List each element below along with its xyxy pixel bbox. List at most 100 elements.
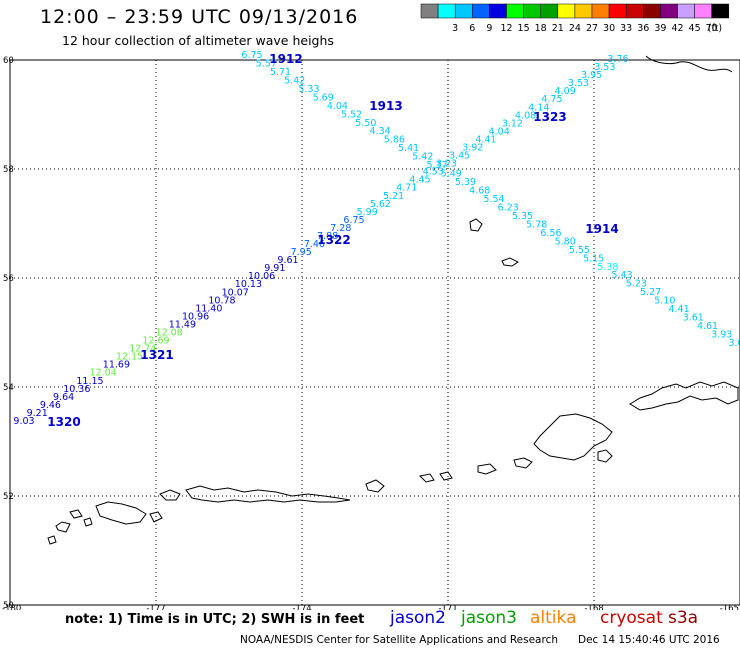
scale-tick-label: 12 [500,23,512,34]
swh-value-label: 3.61 [683,313,704,324]
swh-value-label: 4.14 [528,102,549,113]
swh-value-label: 4.71 [396,183,417,194]
land-outline [477,463,497,475]
scale-tick-label: 15 [518,23,530,34]
swh-value-label: 3.93 [711,330,732,341]
swh-value-label: 6.75 [241,50,262,61]
scale-tick-label: 70 [706,23,718,34]
swh-value-label: 5.15 [583,253,604,264]
swh-value-label: 5.69 [313,92,334,103]
swh-value-label: 5.37 [426,160,447,171]
swh-value-label: 4.04 [327,101,348,112]
swh-value-label: 4.04 [489,126,510,137]
satellite-tracks: 6.755.575.715.425.335.694.045.525.504.34… [13,50,740,429]
swh-value-label: 7.28 [330,223,351,234]
land-outline [95,501,147,525]
scale-tick-label: 33 [620,23,632,34]
swh-value-label: 3.53 [594,62,615,73]
swh-value-label: 12.15 [116,352,143,363]
scale-tick-label: 30 [603,23,615,34]
legend-note: note: 1) Time is in UTC; 2) SWH is in fe… [65,612,365,627]
pass-time-label: 1913 [369,99,402,113]
swh-value-label: 5.27 [640,287,661,298]
scale-tick-label: 39 [654,23,666,34]
swh-value-label: 6.23 [498,202,519,213]
swh-value-label: 5.50 [355,118,376,129]
land-outline [365,479,385,493]
legend-jason2: jason2 [390,608,446,628]
land-outline [69,509,83,519]
swh-value-label: 4.41 [475,134,496,145]
land-outline [629,381,739,411]
swh-value-label: 4.41 [668,304,689,315]
land-outline [513,457,533,469]
lat-tick-label: 50 [3,601,14,610]
swh-value-label: 10.78 [208,295,235,306]
lon-tick-label: -174 [292,604,311,610]
lon-tick-label: -180 [2,604,21,610]
swh-value-label: 5.39 [455,177,476,188]
swh-value-label: 7.95 [291,247,312,258]
footer-credit: NOAA/NESDIS Center for Satellite Applica… [240,634,558,646]
scale-swatch [711,3,730,19]
swh-value-label: 9.91 [264,263,285,274]
altimeter-track-map: 60 58 56 54 52 50-180 -177 -174 -171 -168 -165 6.7… [2,50,740,610]
wave-height-color-scale: 3 6 9 12 15 18 21 24 27 30 33 36 39 42 45 70(ft) [420,3,730,34]
swh-value-label: 10.13 [235,279,262,290]
swh-value-label: 11.15 [76,376,103,387]
swh-value-label: 12.08 [156,328,183,339]
lon-tick-label: -165 [720,604,739,610]
swh-value-label: 5.54 [483,194,504,205]
swh-value-label: 10.06 [248,271,275,282]
lat-tick-label: 58 [3,165,14,175]
lon-tick-label: -171 [438,604,457,610]
swh-value-label: 3.23 [436,159,457,170]
scale-tick-label: 36 [637,23,649,34]
scale-tick-label: 42 [671,23,683,34]
swh-value-label: 3.12 [502,118,523,129]
land-outline [159,489,181,501]
swh-value-label: 5.78 [526,219,547,230]
swh-value-label: 5.42 [284,75,305,86]
swh-value-label: 5.62 [370,199,391,210]
map-frame [9,59,740,606]
swh-value-label: 3.95 [581,70,602,81]
swh-value-label: 5.38 [597,262,618,273]
swh-value-label: 5.57 [256,58,277,69]
pass-time-label: 1323 [533,110,566,124]
swh-value-label: 4.09 [555,86,576,97]
swh-value-label: 6.56 [540,228,561,239]
swh-value-label: 4.53 [423,167,444,178]
swh-value-label: 7.46 [304,239,325,250]
land-outline [439,471,453,481]
axis-labels: 60 58 56 54 52 50-180 -177 -174 -171 -168 -165 [2,56,739,610]
land-outline [597,449,613,463]
swh-value-label: 3.76 [607,54,628,65]
swh-value-label: 12.69 [142,336,169,347]
swh-value-label: 9.21 [27,408,48,419]
swh-value-label: 4.75 [541,94,562,105]
swh-value-label: 12.04 [90,368,117,379]
lon-tick-label: -168 [584,604,603,610]
land-outline [645,55,733,73]
coastline [47,55,739,545]
swh-value-label: 9.61 [277,255,298,266]
swh-value-label: 5.21 [383,191,404,202]
land-outline [501,257,519,267]
lat-lon-grid [9,59,740,606]
pass-time-label: 1322 [317,233,350,247]
land-outline [469,218,483,232]
swh-value-label: 9.64 [53,392,74,403]
pass-time-label: 1320 [47,415,80,429]
scale-tick-label: 3 [452,23,458,34]
lat-tick-label: 60 [3,56,14,66]
swh-value-label: 12.74 [129,344,156,355]
swh-value-label: 5.49 [441,169,462,180]
swh-value-label: 10.36 [63,384,90,395]
swh-value-label: 3.53 [568,78,589,89]
map-subtitle: 12 hour collection of altimeter wave hei… [62,33,334,48]
swh-value-label: 5.99 [357,207,378,218]
swh-value-label: 5.23 [626,279,647,290]
land-outline [47,535,57,545]
swh-value-label: 11.49 [169,319,196,330]
